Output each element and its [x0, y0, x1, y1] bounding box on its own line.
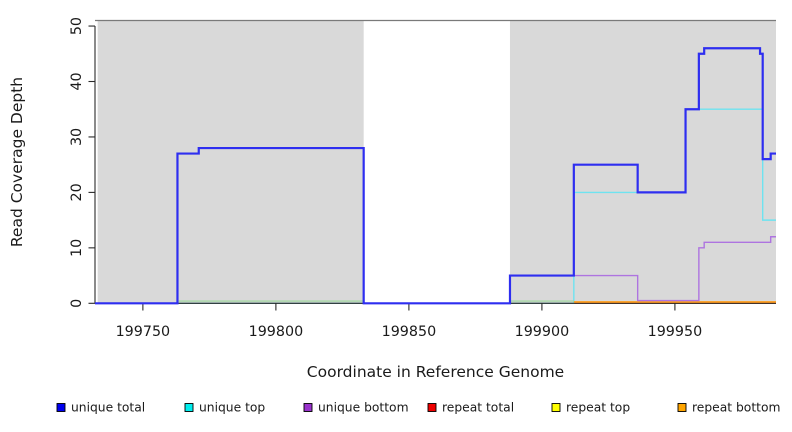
legend-label-repeat-bottom: repeat bottom	[692, 401, 780, 415]
legend-item-unique-top: unique top	[184, 401, 265, 415]
x-axis-tick-label: 199850	[382, 324, 437, 340]
x-axis-tick-label: 199800	[249, 324, 304, 340]
y-axis-tick-label: 30	[69, 128, 85, 146]
legend-label-unique-top: unique top	[199, 401, 265, 415]
repeat-region-shading-2	[509, 20, 776, 304]
x-axis-title: Coordinate in Reference Genome	[307, 363, 564, 381]
y-axis-tick-label: 50	[69, 17, 85, 35]
legend-swatch-unique-top	[184, 403, 194, 412]
legend-swatch-repeat-top	[551, 403, 561, 412]
legend-item-unique-total: unique total	[56, 401, 145, 415]
legend-label-unique-bottom: unique bottom	[318, 401, 409, 415]
x-axis-tick-label: 199750	[116, 324, 171, 340]
legend-item-repeat-bottom: repeat bottom	[677, 401, 780, 415]
legend-item-repeat-top: repeat top	[551, 401, 630, 415]
legend-label-repeat-top: repeat top	[566, 401, 630, 415]
y-axis-tick-label: 20	[69, 183, 85, 201]
legend-label-unique-total: unique total	[71, 401, 145, 415]
legend-item-unique-bottom: unique bottom	[303, 401, 409, 415]
legend-swatch-repeat-total	[427, 403, 437, 412]
y-axis-tick-label: 0	[69, 299, 85, 308]
series-layer	[95, 47, 776, 305]
y-axis-tick-label: 40	[69, 72, 85, 90]
legend-label-repeat-total: repeat total	[442, 401, 514, 415]
legend-item-repeat-total: repeat total	[427, 401, 514, 415]
legend: unique total unique top unique bottom repea…	[56, 401, 780, 415]
legend-swatch-unique-total	[56, 403, 66, 412]
y-axis-title: Read Coverage Depth	[8, 77, 26, 247]
y-axis-tick-label: 10	[69, 239, 85, 257]
repeat-region-shading-1	[97, 20, 364, 304]
x-axis-tick-label: 199950	[648, 324, 703, 340]
x-axis-tick-label: 199900	[515, 324, 570, 340]
plot-background-layer	[95, 19, 776, 304]
legend-swatch-unique-bottom	[303, 403, 313, 412]
legend-swatch-repeat-bottom	[677, 403, 687, 412]
series-unique-total-line	[95, 47, 776, 305]
